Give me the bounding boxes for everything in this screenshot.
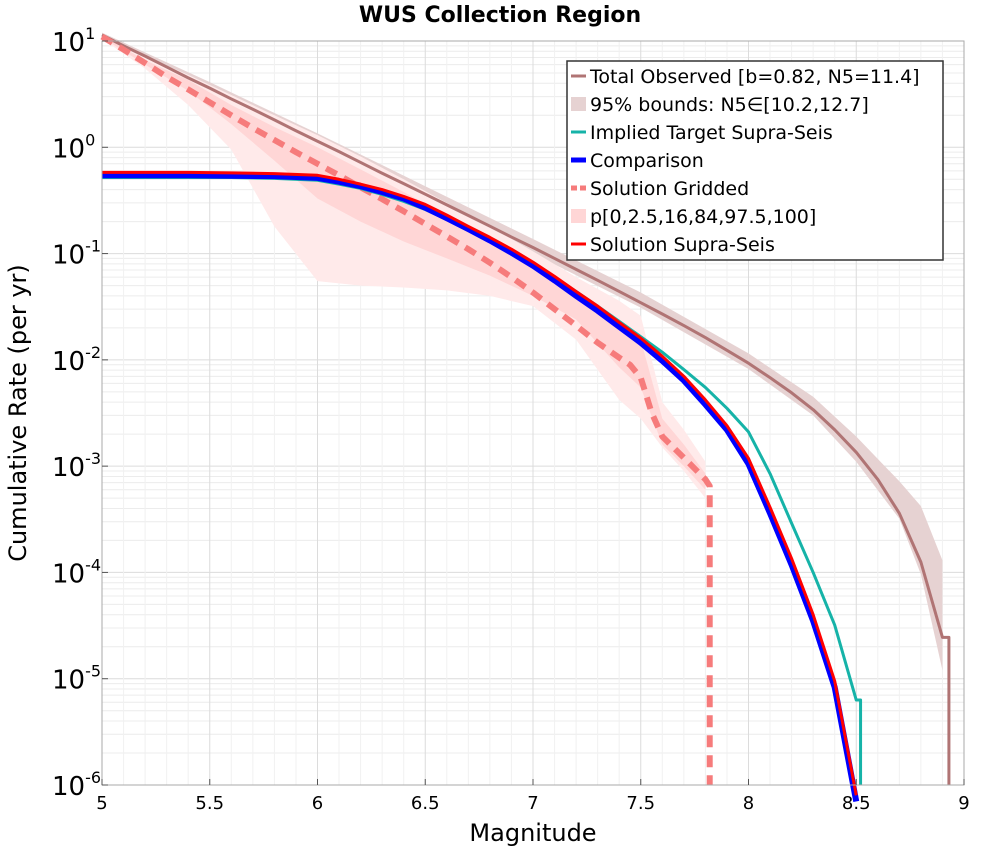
legend-box [566, 60, 944, 261]
y-tick-label: 10-6 [52, 768, 101, 802]
legend-label: Solution Supra-Seis [590, 234, 775, 256]
y-tick-label: 10-4 [52, 555, 101, 589]
x-tick-label: 6.5 [411, 793, 440, 814]
y-axis-label: Cumulative Rate (per yr) [4, 264, 32, 562]
legend-swatch [571, 97, 586, 111]
x-axis-ticks: 5 5.5 6 6.5 7 7.5 8 8.5 9 [96, 779, 970, 814]
y-tick-label: 101 [52, 24, 95, 58]
y-axis-ticks: 10-6 10-5 10-4 10-3 10-2 10-1 100 101 [52, 24, 108, 802]
x-tick-label: 9 [958, 793, 969, 814]
x-tick-label: 5.5 [195, 793, 224, 814]
x-tick-label: 6 [312, 793, 323, 814]
y-tick-label: 10-3 [52, 449, 101, 483]
series-line-total_observed [101, 33, 951, 785]
series-line-solution_gridded [100, 34, 713, 785]
chart-title: WUS Collection Region [359, 3, 641, 28]
y-tick-label: 10-2 [52, 343, 101, 377]
series-line-comparison [102, 172, 860, 803]
legend: Total Observed [b=0.82, N5=11.4] 95% boun… [566, 60, 944, 261]
band-gridded_p2_5_97_5 [102, 34, 706, 499]
x-axis-label: Magnitude [469, 819, 596, 847]
legend-label: 95% bounds: N5∈[10.2,12.7] [590, 94, 869, 116]
y-tick-label: 10-5 [52, 662, 101, 696]
x-tick-label: 8 [743, 793, 754, 814]
x-tick-label: 7.5 [626, 793, 655, 814]
x-tick-label: 7 [527, 793, 538, 814]
legend-items: Total Observed [b=0.82, N5=11.4] 95% boun… [571, 66, 920, 256]
y-tick-label: 100 [52, 130, 95, 164]
legend-label: Implied Target Supra-Seis [590, 122, 833, 144]
legend-label: Solution Gridded [590, 178, 749, 200]
legend-swatch [571, 209, 586, 223]
series-lines [100, 33, 951, 803]
x-tick-label: 8.5 [842, 793, 871, 814]
legend-label: Total Observed [b=0.82, N5=11.4] [589, 66, 920, 88]
legend-label: p[0,2.5,16,84,97.5,100] [590, 206, 816, 228]
x-tick-label: 5 [96, 793, 107, 814]
series-line-solution_supra [102, 170, 858, 796]
legend-label: Comparison [590, 150, 704, 172]
y-tick-label: 10-1 [52, 237, 101, 271]
confidence-bands [102, 32, 943, 671]
